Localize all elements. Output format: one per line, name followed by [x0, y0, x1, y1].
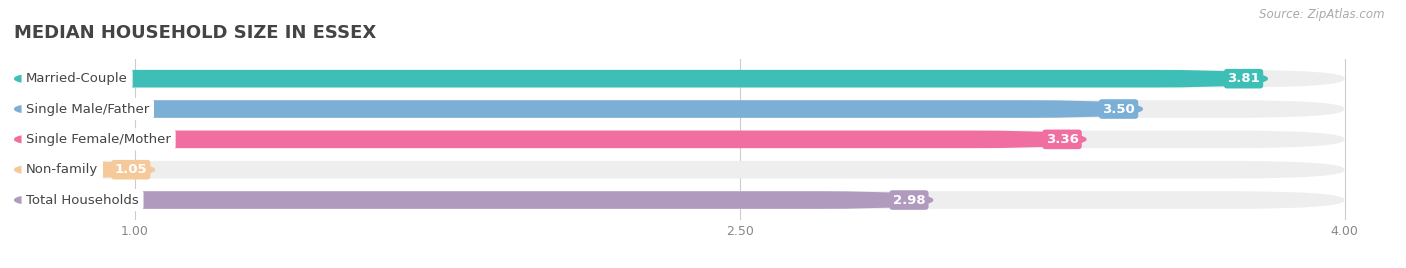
- FancyBboxPatch shape: [14, 100, 1143, 118]
- Text: Married-Couple: Married-Couple: [27, 72, 128, 85]
- FancyBboxPatch shape: [14, 131, 1344, 148]
- Text: MEDIAN HOUSEHOLD SIZE IN ESSEX: MEDIAN HOUSEHOLD SIZE IN ESSEX: [14, 24, 377, 42]
- FancyBboxPatch shape: [14, 161, 155, 178]
- FancyBboxPatch shape: [14, 161, 1344, 178]
- Text: 3.36: 3.36: [1046, 133, 1078, 146]
- Text: 3.50: 3.50: [1102, 103, 1135, 116]
- Text: Single Male/Father: Single Male/Father: [27, 103, 149, 116]
- FancyBboxPatch shape: [14, 191, 934, 209]
- Text: Total Households: Total Households: [27, 193, 139, 207]
- FancyBboxPatch shape: [14, 70, 1344, 87]
- Text: 1.05: 1.05: [114, 163, 148, 176]
- Text: Single Female/Mother: Single Female/Mother: [27, 133, 172, 146]
- Text: Source: ZipAtlas.com: Source: ZipAtlas.com: [1260, 8, 1385, 21]
- Text: Non-family: Non-family: [27, 163, 98, 176]
- Text: 3.81: 3.81: [1227, 72, 1260, 85]
- Text: 2.98: 2.98: [893, 193, 925, 207]
- FancyBboxPatch shape: [14, 70, 1268, 87]
- FancyBboxPatch shape: [14, 191, 1344, 209]
- FancyBboxPatch shape: [14, 131, 1087, 148]
- FancyBboxPatch shape: [14, 100, 1344, 118]
